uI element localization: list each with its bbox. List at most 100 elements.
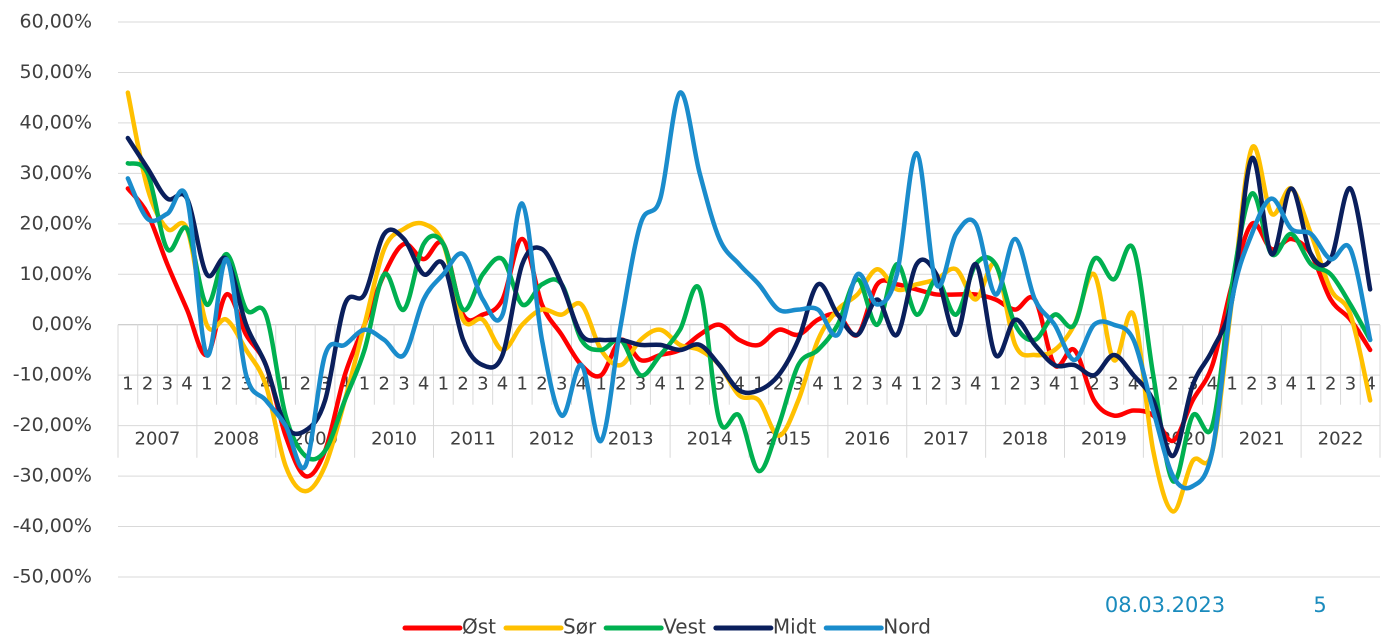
- quarter-label: 1: [517, 374, 528, 395]
- quarter-label: 2: [773, 374, 784, 395]
- quarter-label: 4: [1049, 374, 1060, 395]
- series-line: [125, 161, 1373, 484]
- y-tick-label: 0,00%: [32, 313, 92, 335]
- quarter-label: 1: [832, 374, 843, 395]
- quarter-label: 4: [655, 374, 666, 395]
- quarter-label: 3: [1266, 374, 1277, 395]
- legend-label: Vest: [663, 615, 706, 638]
- legend-label: Øst: [462, 615, 496, 638]
- quarter-label: 4: [1286, 374, 1297, 395]
- footer-date: 08.03.2023: [1105, 593, 1225, 617]
- year-label: 2018: [1002, 429, 1048, 450]
- quarter-label: 3: [793, 374, 804, 395]
- plot: [125, 90, 1373, 514]
- quarter-label: 2: [694, 374, 705, 395]
- quarter-label: 1: [438, 374, 449, 395]
- series-line: [125, 186, 1373, 479]
- quarter-label: 3: [162, 374, 173, 395]
- series-line: [125, 90, 1373, 514]
- year-label: 2021: [1239, 429, 1285, 450]
- quarter-label: 4: [418, 374, 429, 395]
- y-tick-label: 30,00%: [20, 162, 92, 184]
- y-tick-label: 60,00%: [20, 11, 92, 33]
- quarter-label: 2: [457, 374, 468, 395]
- quarter-label: 2: [615, 374, 626, 395]
- quarter-label: 4: [970, 374, 981, 395]
- quarter-label: 1: [359, 374, 370, 395]
- quarter-label: 3: [871, 374, 882, 395]
- year-label: 2008: [213, 429, 259, 450]
- quarter-label: 3: [635, 374, 646, 395]
- quarter-label: 4: [1128, 374, 1139, 395]
- y-tick-label: -20,00%: [13, 414, 92, 436]
- legend: Øst Sør Vest Midt Nord: [402, 615, 931, 638]
- year-label: 2014: [687, 429, 733, 450]
- quarter-label: 1: [1226, 374, 1237, 395]
- year-label: 2022: [1318, 429, 1364, 450]
- year-label: 2010: [371, 429, 417, 450]
- quarter-label: 1: [753, 374, 764, 395]
- quarter-label: 2: [1167, 374, 1178, 395]
- quarter-label: 3: [477, 374, 488, 395]
- quarter-label: 1: [122, 374, 133, 395]
- series-line: [125, 90, 1373, 491]
- page-number: 5: [1313, 593, 1326, 617]
- quarter-label: 4: [733, 374, 744, 395]
- grid: -50,00% -40,00% -30,00% -20,00% -10,00% 0,00%…: [13, 11, 1380, 588]
- legend-label: Midt: [773, 615, 817, 638]
- quarter-label: 4: [1207, 374, 1218, 395]
- year-label: 2013: [608, 429, 654, 450]
- y-tick-label: 10,00%: [20, 263, 92, 285]
- quarter-label: 4: [497, 374, 508, 395]
- quarter-label: 2: [1009, 374, 1020, 395]
- quarter-label: 3: [1108, 374, 1119, 395]
- year-label: 2017: [923, 429, 969, 450]
- quarter-label: 1: [674, 374, 685, 395]
- y-tick-label: 50,00%: [20, 61, 92, 83]
- year-label: 2012: [529, 429, 575, 450]
- quarter-label: 1: [1069, 374, 1080, 395]
- quarter-label: 1: [201, 374, 212, 395]
- year-label: 2020: [1160, 429, 1206, 450]
- quarter-label: 2: [1088, 374, 1099, 395]
- quarter-label: 3: [319, 374, 330, 395]
- quarter-label: 2: [931, 374, 942, 395]
- quarter-label: 4: [339, 374, 350, 395]
- year-label: 2019: [1081, 429, 1127, 450]
- quarter-label: 4: [181, 374, 192, 395]
- quarter-label: 3: [240, 374, 251, 395]
- quarter-label: 1: [990, 374, 1001, 395]
- quarter-label: 2: [1325, 374, 1336, 395]
- y-tick-label: -10,00%: [13, 364, 92, 386]
- quarter-label: 4: [576, 374, 587, 395]
- quarter-label: 1: [280, 374, 291, 395]
- y-tick-label: -50,00%: [13, 566, 92, 588]
- quarter-label: 3: [556, 374, 567, 395]
- quarter-label: 2: [852, 374, 863, 395]
- y-tick-label: -40,00%: [13, 515, 92, 537]
- quarter-label: 1: [1305, 374, 1316, 395]
- quarter-label: 4: [891, 374, 902, 395]
- quarter-label: 2: [378, 374, 389, 395]
- quarter-label: 2: [300, 374, 311, 395]
- year-label: 2016: [844, 429, 890, 450]
- quarter-label: 4: [1364, 374, 1375, 395]
- quarter-label: 3: [1029, 374, 1040, 395]
- y-tick-label: -30,00%: [13, 465, 92, 487]
- quarter-label: 1: [595, 374, 606, 395]
- quarter-label: 3: [398, 374, 409, 395]
- y-tick-label: 20,00%: [20, 212, 92, 234]
- quarter-label: 2: [536, 374, 547, 395]
- quarter-label: 3: [950, 374, 961, 395]
- year-label: 2007: [135, 429, 181, 450]
- series-line: [125, 135, 1373, 459]
- year-label: 2011: [450, 429, 496, 450]
- y-tick-label: 40,00%: [20, 111, 92, 133]
- quarter-label: 3: [714, 374, 725, 395]
- legend-label: Sør: [563, 615, 597, 638]
- quarter-label: 2: [221, 374, 232, 395]
- legend-label: Nord: [883, 615, 931, 638]
- quarter-label: 2: [142, 374, 153, 395]
- quarter-label: 2: [1246, 374, 1257, 395]
